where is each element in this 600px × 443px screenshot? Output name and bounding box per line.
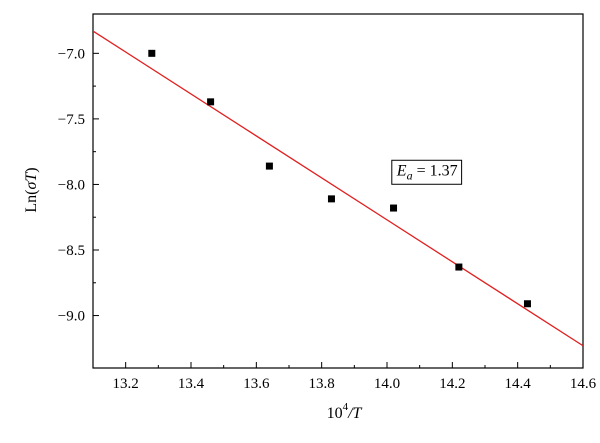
x-tick-label: 13.6	[243, 376, 270, 392]
y-tick-label: −8.5	[58, 243, 85, 259]
x-tick-label: 13.8	[309, 376, 335, 392]
x-tick-label: 14.4	[505, 376, 532, 392]
y-axis-title: Ln(σT)	[23, 167, 40, 212]
y-tick-label: −9.0	[58, 309, 85, 325]
x-tick-label: 14.2	[439, 376, 465, 392]
ticks-layer: 13.2 13.4 13.6 13.8 14.0 14.2 14.4 14.6 −7.0 −7.5…	[58, 46, 597, 392]
fit-line	[93, 30, 583, 347]
data-point	[265, 162, 273, 170]
x-tick-label: 14.0	[374, 376, 400, 392]
annotation-box	[391, 159, 463, 185]
annotation-text: Ea = 1.37	[396, 162, 458, 182]
data-point	[455, 263, 463, 271]
activation-energy-annotation: Ea = 1.37	[391, 159, 463, 185]
x-tick-label: 13.2	[113, 376, 139, 392]
data-point	[523, 300, 531, 308]
x-tick-label: 13.4	[178, 376, 205, 392]
y-tick-label: −7.5	[58, 112, 85, 128]
plot-layer	[92, 13, 584, 369]
data-point	[390, 204, 398, 212]
data-point	[327, 195, 335, 203]
x-tick-label: 14.6	[570, 376, 597, 392]
plot-frame	[92, 13, 584, 369]
x-axis-title: 104/T	[327, 401, 363, 422]
data-point	[207, 98, 215, 106]
data-point	[148, 49, 156, 57]
y-tick-label: −7.0	[58, 46, 85, 62]
y-tick-label: −8.0	[58, 177, 85, 193]
